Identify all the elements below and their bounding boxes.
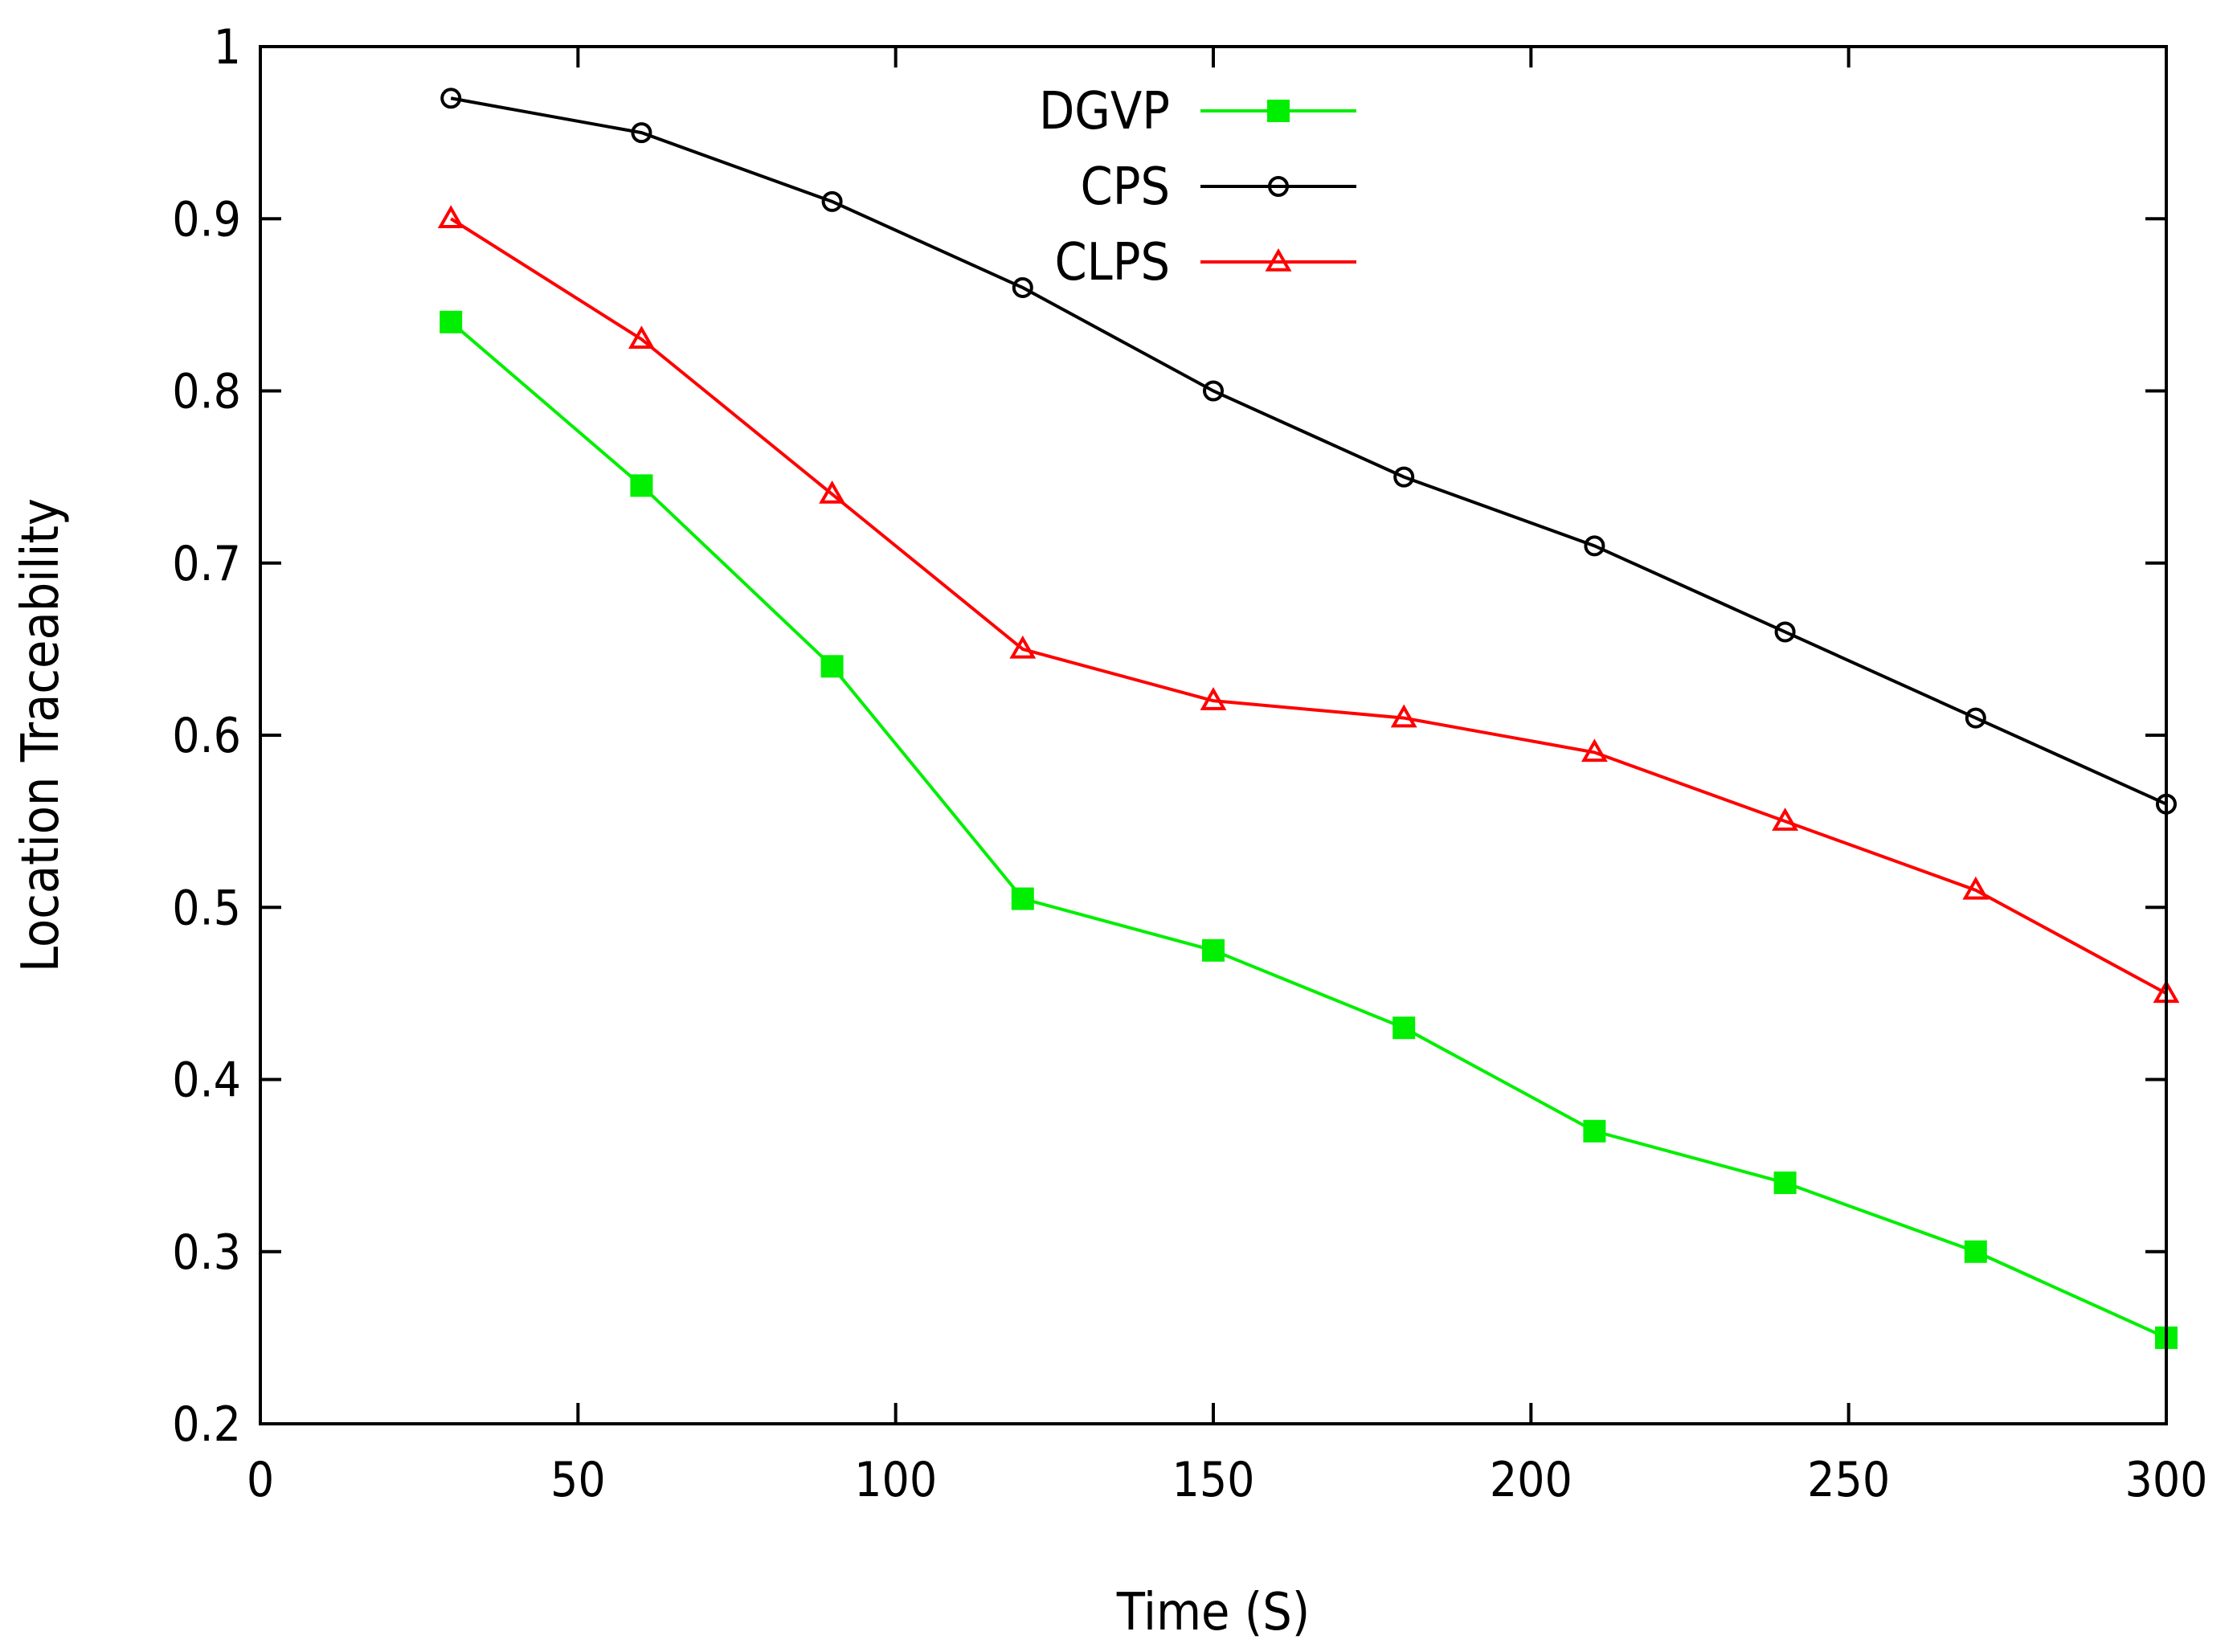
data-point-cps bbox=[1584, 535, 1605, 557]
y-tick-label: 0.4 bbox=[172, 1053, 241, 1109]
data-point-clps bbox=[1390, 704, 1417, 728]
data-point-cps bbox=[440, 88, 462, 109]
x-tick-label: 150 bbox=[1172, 1452, 1254, 1508]
y-tick-label: 0.8 bbox=[172, 364, 241, 420]
x-tick-label: 50 bbox=[550, 1452, 606, 1508]
legend-marker-clps bbox=[1265, 247, 1292, 272]
x-axis-title: Time (S) bbox=[1116, 1583, 1311, 1642]
data-point-cps bbox=[1393, 466, 1415, 488]
data-point-clps bbox=[1772, 808, 1799, 831]
legend: DGVP CPS CLPS bbox=[1039, 82, 1356, 292]
x-tick-label: 250 bbox=[1807, 1452, 1890, 1508]
data-point-dgvp bbox=[1773, 1172, 1797, 1195]
y-tick-label: 0.9 bbox=[172, 191, 241, 247]
y-tick-label: 0.2 bbox=[172, 1396, 241, 1453]
data-point-cps bbox=[1203, 380, 1224, 402]
data-point-cps bbox=[1012, 276, 1033, 298]
data-point-cps bbox=[1965, 707, 1986, 729]
legend-label-clps: CLPS bbox=[1054, 233, 1170, 292]
series-layer bbox=[437, 88, 2180, 1349]
legend-label-cps: CPS bbox=[1081, 157, 1171, 217]
data-point-dgvp bbox=[440, 310, 463, 333]
data-point-clps bbox=[437, 205, 464, 228]
y-tick-label: 0.6 bbox=[172, 708, 241, 764]
y-tick-label: 1 bbox=[214, 19, 241, 76]
data-point-cps bbox=[821, 190, 843, 212]
x-tick-label: 0 bbox=[247, 1452, 274, 1508]
data-point-dgvp bbox=[1583, 1119, 1606, 1143]
x-tick-label: 100 bbox=[854, 1452, 937, 1508]
data-point-clps bbox=[628, 325, 655, 349]
ticks-layer: 0 50 100 150 200 250 300 0.2 0.3 0.4 0.5 0.6 0.7 0.8 0… bbox=[172, 19, 2207, 1508]
legend-marker-cps bbox=[1268, 176, 1289, 197]
legend-marker-dgvp bbox=[1267, 100, 1290, 122]
data-point-dgvp bbox=[630, 474, 653, 497]
y-tick-label: 0.7 bbox=[172, 536, 241, 592]
series-line-cps bbox=[450, 96, 2167, 806]
data-point-clps bbox=[1009, 635, 1037, 659]
data-point-cps bbox=[1774, 621, 1796, 643]
data-point-cps bbox=[631, 122, 652, 144]
data-point-dgvp bbox=[1393, 1016, 1416, 1040]
y-tick-label: 0.3 bbox=[172, 1225, 241, 1281]
data-point-clps bbox=[1962, 876, 1990, 900]
data-point-clps bbox=[819, 480, 846, 504]
plot-frame bbox=[259, 45, 2168, 1425]
series-line-clps bbox=[450, 217, 2167, 996]
data-point-clps bbox=[1200, 687, 1227, 710]
data-point-dgvp bbox=[1011, 887, 1034, 910]
series-line-dgvp bbox=[449, 321, 2167, 1339]
x-tick-label: 200 bbox=[1490, 1452, 1572, 1508]
labels-layer: Time (S) Location Traceability bbox=[11, 498, 1310, 1642]
x-tick-label: 300 bbox=[2125, 1452, 2207, 1508]
data-point-dgvp bbox=[1964, 1240, 1987, 1263]
data-point-dgvp bbox=[1202, 938, 1225, 962]
data-point-dgvp bbox=[820, 655, 844, 678]
y-tick-label: 0.5 bbox=[172, 880, 241, 936]
legend-label-dgvp: DGVP bbox=[1039, 82, 1170, 141]
data-point-clps bbox=[1581, 738, 1608, 763]
y-axis-title: Location Traceability bbox=[11, 498, 71, 972]
